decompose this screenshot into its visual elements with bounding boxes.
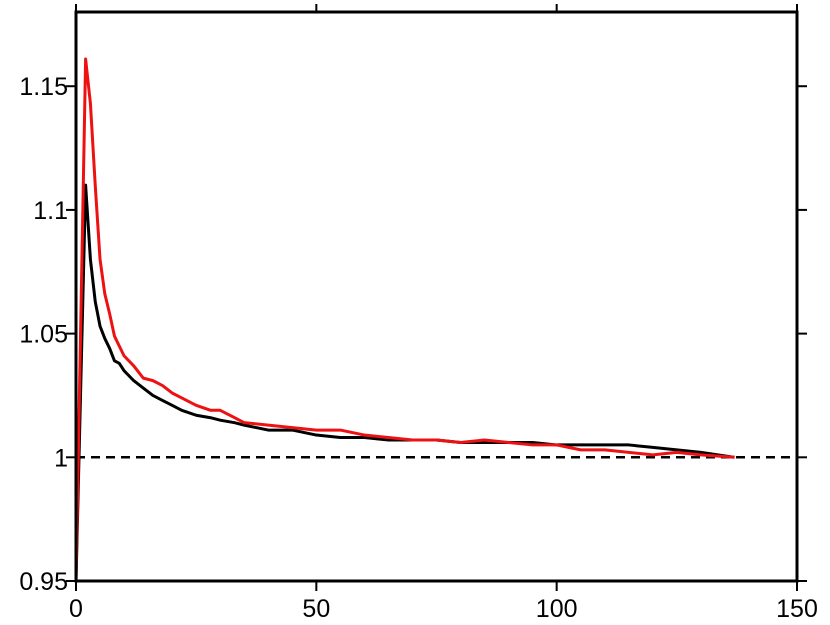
series-line: [74, 183, 735, 582]
y-tick-label: 1.05: [19, 321, 68, 349]
x-tick-label: 100: [536, 595, 578, 623]
y-tick-label: 1.15: [19, 73, 68, 101]
y-tick-label: 1: [54, 444, 68, 472]
y-tick-label: 0.95: [19, 568, 68, 596]
y-tick-label: 1.1: [33, 197, 68, 225]
x-tick-label: 150: [776, 595, 818, 623]
plot-frame: [74, 10, 799, 583]
x-tick-label: 0: [69, 595, 83, 623]
series-line: [74, 57, 735, 582]
x-tick-label: 50: [302, 595, 330, 623]
